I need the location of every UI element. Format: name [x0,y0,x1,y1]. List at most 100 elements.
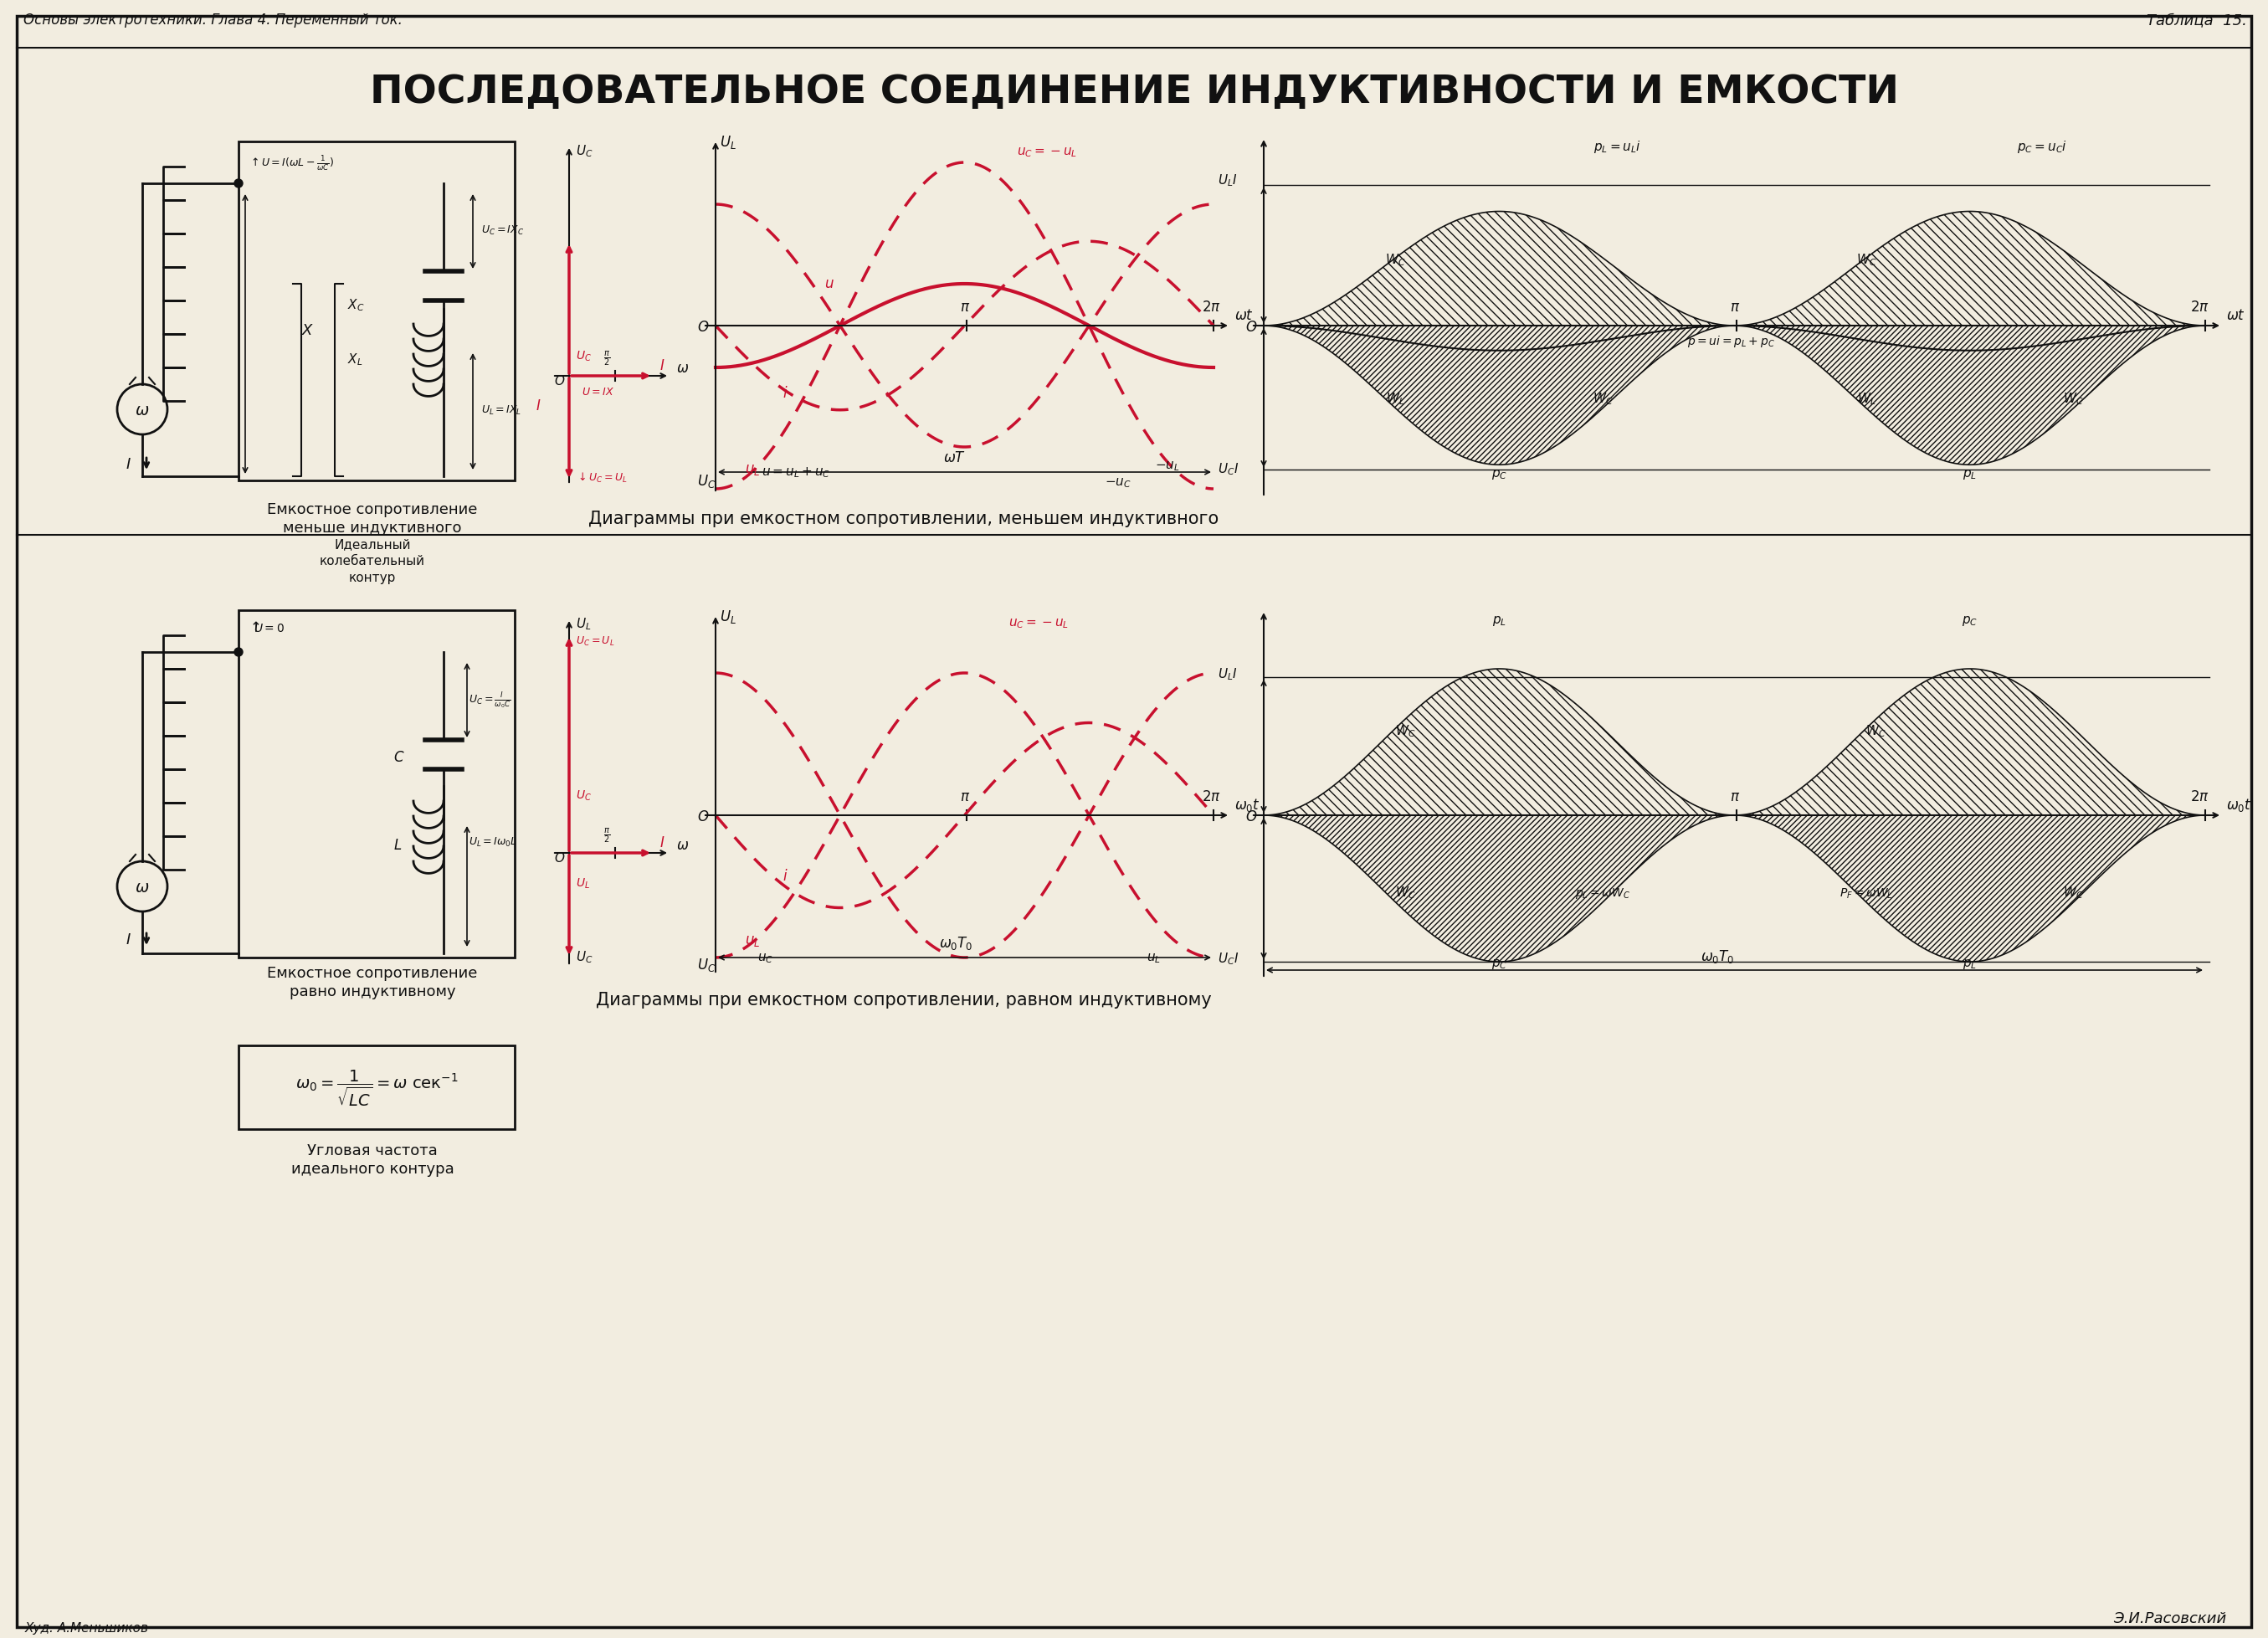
Text: $U_CI$: $U_CI$ [1218,950,1238,966]
Text: $u_C=-u_L$: $u_C=-u_L$ [1009,616,1068,629]
Text: $p_L$: $p_L$ [1492,614,1506,627]
Text: $O$: $O$ [1245,319,1256,334]
Text: $W_L$: $W_L$ [1386,391,1404,406]
Text: $U_C=\frac{I}{\omega_0 C}$: $U_C=\frac{I}{\omega_0 C}$ [469,691,510,711]
Text: $X_L$: $X_L$ [347,352,363,367]
Text: $\pi$: $\pi$ [959,300,971,314]
Text: $\omega_0 T_0$: $\omega_0 T_0$ [1701,948,1735,965]
Text: $U_C=U_L$: $U_C=U_L$ [576,636,615,647]
Text: $i$: $i$ [782,868,787,883]
Bar [238,1045,515,1129]
Text: $U_C$: $U_C$ [576,143,592,159]
Text: $\omega$: $\omega$ [136,880,150,894]
Text: $\pi$: $\pi$ [1730,300,1740,314]
Text: $u_L$: $u_L$ [744,462,760,477]
Text: $2\pi$: $2\pi$ [2191,790,2209,804]
Text: меньше индуктивного: меньше индуктивного [284,521,463,536]
Text: $U_L$: $U_L$ [719,134,737,151]
Text: Диаграммы при емкостном сопротивлении, равном индуктивному: Диаграммы при емкостном сопротивлении, р… [596,991,1211,1007]
Text: $W_C$: $W_C$ [1867,724,1887,739]
Text: $\pi$: $\pi$ [1730,790,1740,804]
Text: равно индуктивному: равно индуктивному [290,984,456,999]
Text: ПОСЛЕДОВАТЕЛЬНОЕ СОЕДИНЕНИЕ ИНДУКТИВНОСТИ И ЕМКОСТИ: ПОСЛЕДОВАТЕЛЬНОЕ СОЕДИНЕНИЕ ИНДУКТИВНОСТ… [370,74,1898,111]
Text: $2\pi$: $2\pi$ [2191,300,2209,314]
Text: $C$: $C$ [392,750,404,765]
Text: $W_C$: $W_C$ [1592,391,1613,406]
Text: $\omega t$: $\omega t$ [2227,308,2245,323]
Text: $O$: $O$ [553,850,565,865]
Bar [238,611,515,958]
Text: Диаграммы при емкостном сопротивлении, меньшем индуктивного: Диаграммы при емкостном сопротивлении, м… [590,511,1220,527]
Text: $I$: $I$ [535,398,542,413]
Text: $2\pi$: $2\pi$ [1202,300,1220,314]
Text: $p_L=\omega W_C$: $p_L=\omega W_C$ [1574,886,1631,901]
Text: Идеальный: Идеальный [333,537,411,550]
Text: $U_L$: $U_L$ [576,616,592,631]
Text: $u$: $u$ [823,275,835,290]
Text: $p_L=u_Li$: $p_L=u_Li$ [1592,139,1642,154]
Text: $O$: $O$ [1245,809,1256,824]
Text: $W_C$: $W_C$ [1395,885,1415,901]
Text: $u=u_L+u_C$: $u=u_L+u_C$ [762,465,830,478]
Text: $u_C=-u_L$: $u_C=-u_L$ [1016,146,1077,159]
Text: Таблица  15.: Таблица 15. [2148,13,2248,28]
Text: $2\pi$: $2\pi$ [1202,790,1220,804]
Text: $I$: $I$ [125,457,132,472]
Text: $\omega$: $\omega$ [676,360,689,375]
Text: $U_C$: $U_C$ [576,349,592,364]
Text: $U_L$: $U_L$ [719,608,737,626]
Text: $I$: $I$ [125,932,132,947]
Text: $\uparrow$: $\uparrow$ [247,619,261,636]
Text: $\omega t$: $\omega t$ [1234,308,1254,323]
Text: $O$: $O$ [553,373,565,387]
Text: $W_C$: $W_C$ [1855,252,1876,267]
Text: $U_C$: $U_C$ [696,957,717,973]
Text: $\omega$: $\omega$ [136,401,150,418]
Text: $\omega T$: $\omega T$ [943,450,966,465]
Text: $u_C$: $u_C$ [758,952,773,965]
Text: $-u_L$: $-u_L$ [1154,459,1179,472]
Text: $p_C$: $p_C$ [1962,614,1978,627]
Text: $U_C$: $U_C$ [576,948,592,965]
Text: Угловая частота: Угловая частота [306,1143,438,1158]
Text: $\frac{\pi}{2}$: $\frac{\pi}{2}$ [603,349,610,367]
Text: $I$: $I$ [660,359,665,373]
Text: $u_L$: $u_L$ [744,932,760,948]
Text: $U_C$: $U_C$ [696,473,717,490]
Text: $\downarrow U_C=U_L$: $\downarrow U_C=U_L$ [576,472,628,485]
Text: $p_C=u_Ci$: $p_C=u_Ci$ [2016,139,2066,154]
Text: $W_L$: $W_L$ [1857,391,1876,406]
Text: $X$: $X$ [302,323,315,337]
Bar [238,143,515,482]
Text: $U_LI$: $U_LI$ [1218,172,1238,188]
Text: $O$: $O$ [696,809,710,824]
Text: $U=0$: $U=0$ [254,622,284,634]
Text: Емкостное сопротивление: Емкостное сопротивление [268,501,479,518]
Text: $\uparrow U=I(\omega L-\frac{1}{\omega C})$: $\uparrow U=I(\omega L-\frac{1}{\omega C… [249,154,333,172]
Text: $u_L$: $u_L$ [1148,952,1161,965]
Text: $\omega_0=\dfrac{1}{\sqrt{LC}}=\omega$ сек$^{-1}$: $\omega_0=\dfrac{1}{\sqrt{LC}}=\omega$ с… [295,1068,458,1107]
Circle shape [234,649,243,657]
Text: $p=ui=p_L+p_C$: $p=ui=p_L+p_C$ [1687,334,1776,349]
Text: $p_C$: $p_C$ [1490,957,1508,970]
Text: $p_L$: $p_L$ [1962,467,1978,482]
Text: $\frac{\pi}{2}$: $\frac{\pi}{2}$ [603,826,610,844]
Text: $U=IX$: $U=IX$ [581,387,615,398]
Text: $-u_C$: $-u_C$ [1105,477,1132,490]
Text: $P_F=\omega W_L$: $P_F=\omega W_L$ [1839,886,1894,899]
Text: контур: контур [349,572,397,583]
Text: $\omega_0 t$: $\omega_0 t$ [2227,796,2252,812]
Text: $W_C$: $W_C$ [1386,252,1406,267]
Text: $W_C$: $W_C$ [2064,885,2084,901]
Text: $\pi$: $\pi$ [959,790,971,804]
Text: $U_L=IX_L$: $U_L=IX_L$ [481,403,522,416]
Text: идеального контура: идеального контура [290,1161,454,1176]
Text: $U_C$: $U_C$ [576,790,592,803]
Text: $i$: $i$ [782,387,787,401]
Text: $U_LI$: $U_LI$ [1218,667,1238,681]
Text: $U_C=IX_C$: $U_C=IX_C$ [481,224,524,236]
Text: $O$: $O$ [696,319,710,334]
Text: $L$: $L$ [392,837,401,852]
Text: $\omega_0 t$: $\omega_0 t$ [1234,796,1261,812]
Circle shape [234,180,243,188]
